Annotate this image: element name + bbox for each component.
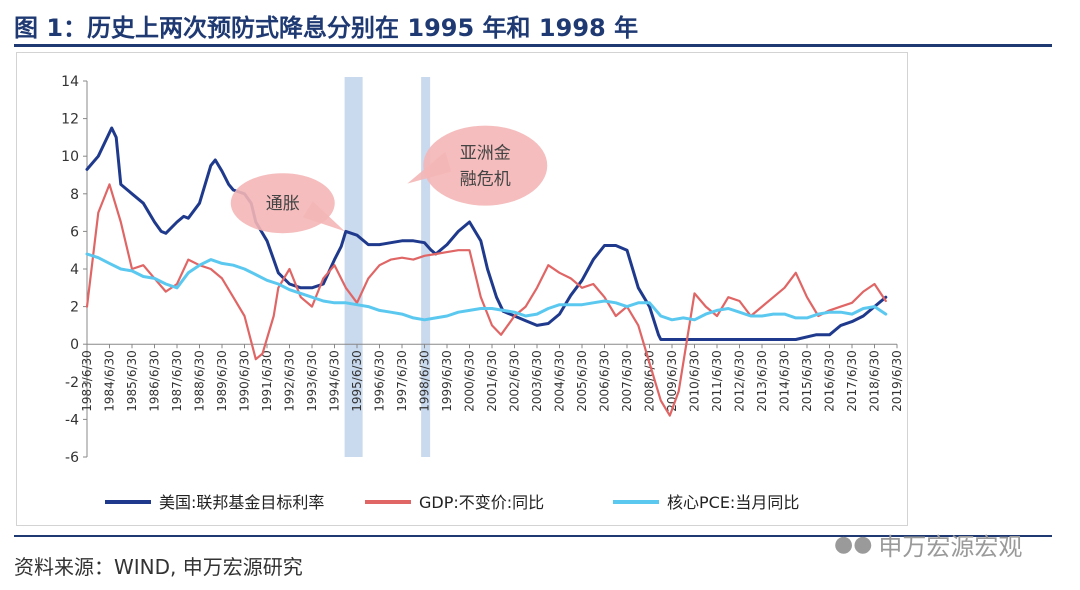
source-note: 资料来源：WIND, 申万宏源研究 — [14, 555, 303, 579]
x-tick-label: 1988/6/30 — [193, 350, 207, 412]
legend-label-0: 美国:联邦基金目标利率 — [159, 493, 324, 512]
x-tick-label: 1995/6/30 — [350, 350, 364, 412]
x-tick-label: 2017/6/30 — [845, 350, 859, 412]
x-tick-label: 2010/6/30 — [688, 350, 702, 412]
annotation-label: 融危机 — [460, 170, 511, 190]
x-tick-label: 2005/6/30 — [575, 350, 589, 412]
x-tick-label: 1985/6/30 — [125, 350, 139, 412]
x-tick-label: 2007/6/30 — [620, 350, 634, 412]
highlight-band-0 — [344, 77, 363, 457]
x-tick-label: 1990/6/30 — [238, 350, 252, 412]
x-tick-label: 1992/6/30 — [283, 350, 297, 412]
footer-rule — [14, 535, 1052, 537]
y-tick-label: 14 — [61, 74, 79, 90]
x-tick-label: 2014/6/30 — [778, 350, 792, 412]
y-tick-label: 2 — [70, 300, 79, 316]
wechat-icon: ●● — [834, 532, 873, 557]
y-tick-label: 4 — [70, 262, 79, 278]
x-tick-label: 2002/6/30 — [508, 350, 522, 412]
legend-label-2: 核心PCE:当月同比 — [667, 493, 799, 512]
x-tick-label: 2001/6/30 — [485, 350, 499, 412]
x-tick-label: 2019/6/30 — [890, 350, 904, 412]
annotation-label: 通胀 — [266, 194, 300, 214]
x-tick-label: 1989/6/30 — [215, 350, 229, 412]
x-tick-label: 1984/6/30 — [103, 350, 117, 412]
x-tick-label: 2012/6/30 — [733, 350, 747, 412]
annotation-bubble — [230, 173, 335, 234]
y-tick-label: 10 — [61, 149, 79, 165]
y-tick-label: -6 — [65, 450, 79, 466]
chart-title: 图 1：历史上两次预防式降息分别在 1995 年和 1998 年 — [14, 14, 639, 42]
highlight-band-1 — [421, 77, 431, 457]
annotation-label: 亚洲金 — [460, 144, 511, 164]
x-tick-label: 2006/6/30 — [598, 350, 612, 412]
y-tick-label: 8 — [70, 187, 79, 203]
x-tick-label: 2003/6/30 — [530, 350, 544, 412]
line-chart: -6 -4 -2 0 2 4 6 8 10 12 14 1983/6/30 1984/6/30 1985/… — [61, 74, 904, 512]
x-tick-label: 1983/6/30 — [80, 350, 94, 412]
x-tick-label: 1991/6/30 — [260, 350, 274, 412]
x-tick-label: 2015/6/30 — [800, 350, 814, 412]
x-tick-label: 1994/6/30 — [328, 350, 342, 412]
x-tick-label: 1987/6/30 — [170, 350, 184, 412]
annotation-0: 通胀 — [230, 173, 345, 234]
x-tick-label: 1999/6/30 — [440, 350, 454, 412]
x-tick-label: 2008/6/30 — [643, 350, 657, 412]
y-tick-label: 0 — [70, 337, 79, 353]
y-tick-label: 12 — [61, 112, 79, 128]
x-tick-label: 1997/6/30 — [395, 350, 409, 412]
x-tick-label: 2011/6/30 — [710, 350, 724, 412]
watermark-text: 申万宏源宏观 — [878, 533, 1023, 561]
annotation-bubble — [423, 125, 548, 206]
x-tick-label: 2016/6/30 — [823, 350, 837, 412]
y-tick-label: 6 — [70, 224, 79, 240]
x-tick-label: 2000/6/30 — [463, 350, 477, 412]
x-tick-label: 2013/6/30 — [755, 350, 769, 412]
series-line-0 — [85, 126, 888, 341]
watermark: ●● 申万宏源宏观 — [834, 527, 1022, 562]
x-tick-label: 1996/6/30 — [373, 350, 387, 412]
x-tick-label: 1998/6/30 — [418, 350, 432, 412]
y-tick-label: -2 — [65, 375, 79, 391]
title-rule — [14, 44, 1052, 47]
x-tick-label: 2004/6/30 — [553, 350, 567, 412]
y-tick-label: -4 — [65, 412, 79, 428]
x-tick-label: 2018/6/30 — [868, 350, 882, 412]
series-line-2 — [85, 252, 888, 322]
x-tick-label: 1986/6/30 — [148, 350, 162, 412]
x-tick-label: 2009/6/30 — [665, 350, 679, 412]
chart-container: -6 -4 -2 0 2 4 6 8 10 12 14 1983/6/30 1984/6/30 1985/… — [16, 52, 908, 526]
legend-label-1: GDP:不变价:同比 — [419, 493, 544, 512]
x-tick-label: 1993/6/30 — [305, 350, 319, 412]
